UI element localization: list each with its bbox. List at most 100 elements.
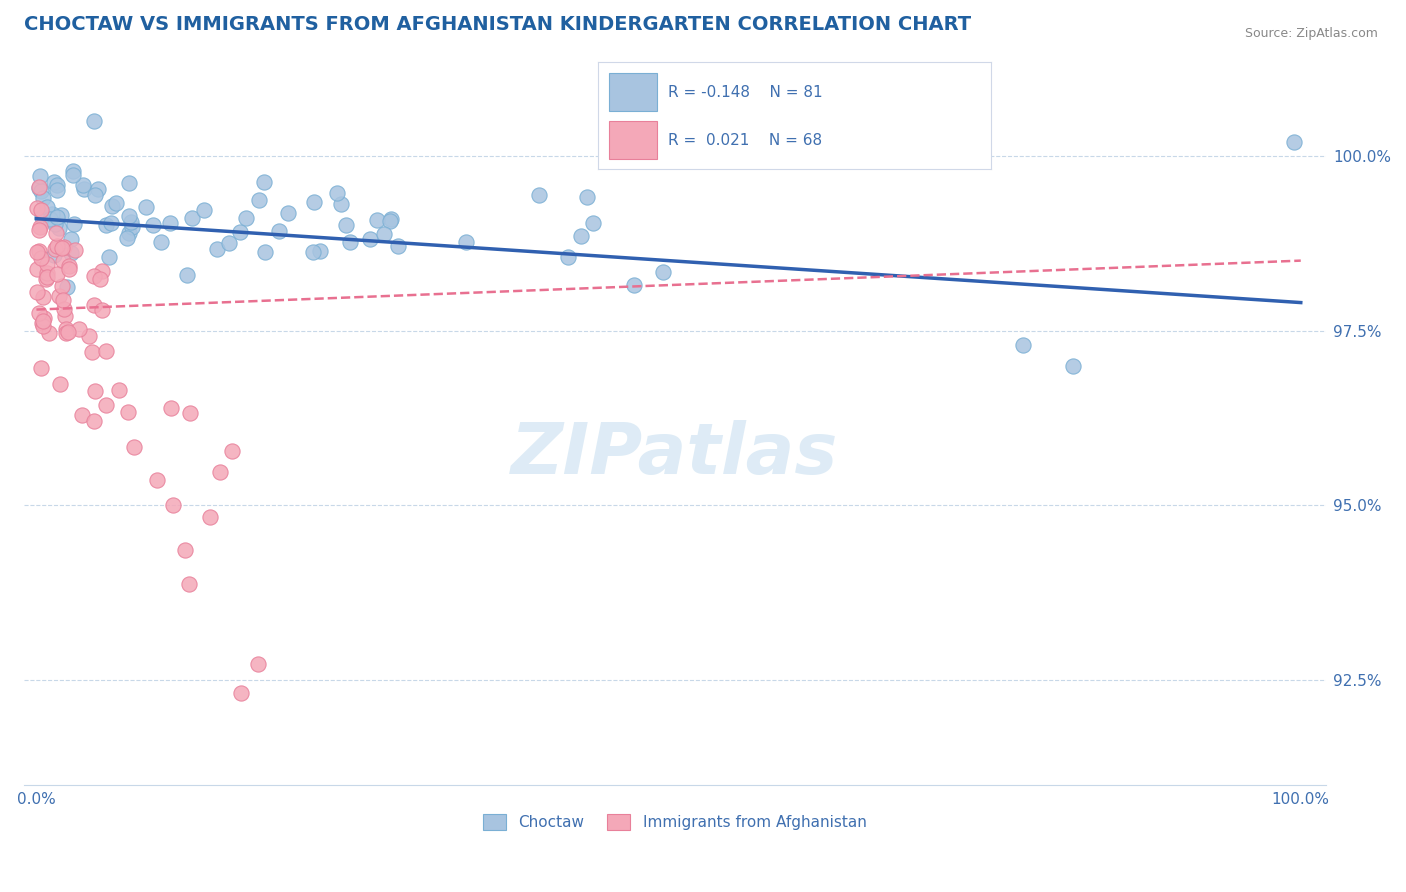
Point <box>100 216 122 230</box>
Point <box>557 250 579 264</box>
Point <box>90 263 112 277</box>
Point <box>31 210 53 224</box>
Point <box>53 309 76 323</box>
Point <box>27 244 49 259</box>
Point <box>205 242 228 256</box>
Point <box>30 184 52 198</box>
Point <box>142 219 165 233</box>
Point <box>247 657 270 671</box>
Point <box>73 182 96 196</box>
Point <box>1011 337 1033 351</box>
Point <box>38 326 60 340</box>
Point <box>48 289 70 303</box>
Point <box>38 212 60 227</box>
Point <box>55 280 77 294</box>
Point <box>42 175 65 189</box>
Point <box>235 211 257 225</box>
Point <box>37 270 59 285</box>
Point <box>94 344 117 359</box>
Point <box>44 243 66 257</box>
Point <box>253 176 276 190</box>
Point <box>28 223 51 237</box>
Point <box>254 244 277 259</box>
Point <box>456 235 478 250</box>
Point <box>62 168 84 182</box>
Point <box>159 216 181 230</box>
Point <box>89 272 111 286</box>
Point <box>51 278 73 293</box>
Point <box>30 220 52 235</box>
Point <box>83 268 105 283</box>
Point <box>582 216 605 230</box>
Point <box>53 301 76 316</box>
Point <box>135 200 157 214</box>
Point <box>45 178 67 193</box>
Point <box>58 259 80 273</box>
Point <box>35 272 58 286</box>
Point <box>96 398 118 412</box>
Point <box>63 243 86 257</box>
Point <box>35 257 58 271</box>
Point <box>176 268 198 282</box>
Point <box>30 251 52 265</box>
Point <box>30 361 52 376</box>
Point <box>122 440 145 454</box>
Text: CHOCTAW VS IMMIGRANTS FROM AFGHANISTAN KINDERGARTEN CORRELATION CHART: CHOCTAW VS IMMIGRANTS FROM AFGHANISTAN K… <box>24 15 972 34</box>
Point <box>52 293 75 308</box>
Point <box>527 187 550 202</box>
Point <box>28 169 51 184</box>
Point <box>366 212 388 227</box>
Point <box>121 220 143 235</box>
Point <box>179 406 201 420</box>
Point <box>208 465 231 479</box>
Point <box>87 182 110 196</box>
Point <box>301 244 323 259</box>
Point <box>32 290 55 304</box>
Point <box>28 180 51 194</box>
Point <box>117 209 139 223</box>
Point <box>177 577 200 591</box>
Point <box>623 277 645 292</box>
Point <box>181 211 204 225</box>
Point <box>198 510 221 524</box>
Point <box>25 285 48 299</box>
Point <box>58 261 80 276</box>
Point <box>173 542 195 557</box>
Point <box>84 188 107 202</box>
Point <box>339 235 361 249</box>
Point <box>72 178 94 192</box>
Point <box>55 322 77 336</box>
Point <box>83 384 105 399</box>
Point <box>28 306 51 320</box>
Point <box>44 218 66 232</box>
Point <box>31 314 53 328</box>
Point <box>45 183 67 197</box>
Point <box>162 498 184 512</box>
Point <box>63 218 86 232</box>
Bar <box>609 73 657 111</box>
Point <box>25 261 48 276</box>
Point <box>569 229 592 244</box>
Point <box>31 316 53 330</box>
Point <box>32 191 55 205</box>
Point <box>149 235 172 250</box>
Point <box>100 198 122 212</box>
Point <box>55 326 77 341</box>
Point <box>83 113 105 128</box>
Point <box>35 266 58 280</box>
Point <box>90 303 112 318</box>
Point <box>62 164 84 178</box>
Point <box>44 226 66 240</box>
Point <box>218 235 240 250</box>
Point <box>387 239 409 253</box>
Point <box>373 227 395 242</box>
Point <box>247 193 270 207</box>
Point <box>52 240 75 254</box>
Point <box>27 201 49 215</box>
Point <box>27 181 49 195</box>
Point <box>98 250 121 264</box>
Point <box>269 223 291 237</box>
Text: R = -0.148    N = 81: R = -0.148 N = 81 <box>668 85 823 100</box>
Text: Source: ZipAtlas.com: Source: ZipAtlas.com <box>1244 27 1378 40</box>
Point <box>35 200 58 214</box>
